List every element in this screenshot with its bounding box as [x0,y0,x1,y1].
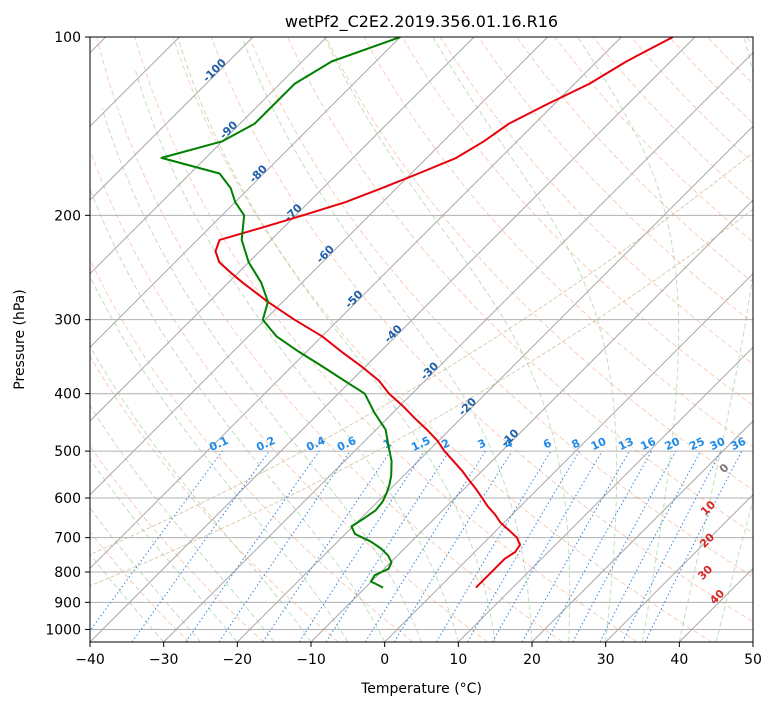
mixing-ratio-label: 16 [638,435,658,453]
tan-curve [90,152,753,556]
isotherm [310,199,753,642]
mixing-ratio-line [185,450,320,642]
y-tick-label: 900 [54,595,81,611]
moist-adiabat [101,108,422,642]
dry-adiabat [134,37,638,642]
x-tick-label: 0 [380,652,389,668]
mixing-ratio-line [90,450,223,632]
dry-adiabat [90,148,488,642]
mixing-ratio-line [545,450,653,642]
mixing-ratio-line [572,450,677,642]
dry-adiabat [516,37,753,284]
y-tick-label: 600 [54,491,81,507]
isotherm [90,37,622,570]
dry-adiabat [478,37,753,324]
y-axis: 100 200 300 400 500 600 700 800 900 1000 [45,30,90,638]
x-tick-label: −20 [223,652,253,668]
dewpoint-profile-line [160,37,401,589]
mixing-ratio-label: 20 [663,435,683,453]
dry-adiabat [401,37,753,407]
isotherm [90,37,549,496]
y-tick-label: 700 [54,531,81,547]
mixing-ratio-line [364,450,486,642]
x-tick-label: 30 [597,652,615,668]
x-tick-label: 20 [523,652,541,668]
isotherm [90,37,401,349]
isotherm [605,493,753,642]
moist-adiabat [323,37,571,642]
moist-adiabat [678,37,753,642]
tan-curve [90,208,753,587]
x-tick-label: 50 [744,652,762,668]
y-tick-label: 400 [54,387,81,403]
moist-adiabat [90,275,349,642]
x-tick-label: −40 [75,652,105,668]
dry-adiabat [325,37,753,491]
y-axis-label: Pressure (hPa) [12,289,28,389]
dry-adiabat [287,37,753,534]
mixing-ratio-label: 36 [729,435,749,453]
isotherm [90,37,328,275]
y-tick-label: 100 [54,30,81,46]
mixing-ratio-label: 25 [687,435,706,453]
mixing-ratio-label: 30 [708,435,728,453]
x-tick-label: 10 [449,652,467,668]
x-tick-label: −30 [149,652,179,668]
y-tick-label: 1000 [45,622,81,638]
x-axis: −40 −30 −20 −10 0 10 20 30 40 50 [75,642,762,668]
mixing-ratio-line [131,450,270,642]
dry-adiabat [363,37,753,448]
moist-adiabat [715,498,753,642]
dry-adiabat [592,37,753,204]
isotherm [90,37,696,642]
isotherm [90,37,254,201]
temperature-profile-line [214,37,674,589]
mixing-ratio-line [218,450,351,642]
mixing-ratio-label: 10 [589,435,609,453]
dry-adiabat [90,258,414,642]
dry-adiabat [172,37,712,642]
dry-adiabat [96,37,563,642]
mixing-ratio-line [325,450,450,642]
mixing-ratio-line [393,450,513,642]
mixing-ratio-line [521,450,630,642]
x-axis-label: Temperature (°C) [360,681,482,697]
isotherm [457,346,753,642]
moist-adiabat [432,37,618,642]
mixing-ratio-line [491,450,603,642]
moist-adiabat [577,37,680,642]
moist-adiabat [90,507,201,642]
moist-adiabat [90,345,312,642]
isotherm [163,51,753,642]
isotherm [531,420,753,642]
isotherm [90,37,475,422]
dry-adiabat [90,530,190,642]
plot-frame [89,36,754,643]
y-tick-label: 200 [54,208,81,224]
plot-area: 0.1 0.2 0.4 0.6 1 1.5 2 3 4 6 8 10 13 16 20 25 30 36-100-… [90,37,753,642]
chart-title: wetPf2_C2E2.2019.356.01.16.R16 [285,12,558,32]
x-tick-label: −10 [296,652,326,668]
y-tick-label: 300 [54,313,81,329]
mixing-ratio-label: 13 [616,435,635,453]
mixing-ratio-line [467,450,580,642]
dry-adiabat [210,37,753,623]
moist-adiabat [241,37,533,642]
moist-adiabat [177,37,496,642]
moist-adiabat [90,458,238,642]
y-tick-label: 500 [54,444,81,460]
isotherm [384,272,753,642]
x-tick-label: 40 [670,652,688,668]
isotherm [236,125,753,642]
y-tick-label: 800 [54,565,81,581]
mixing-ratio-line [435,450,552,642]
